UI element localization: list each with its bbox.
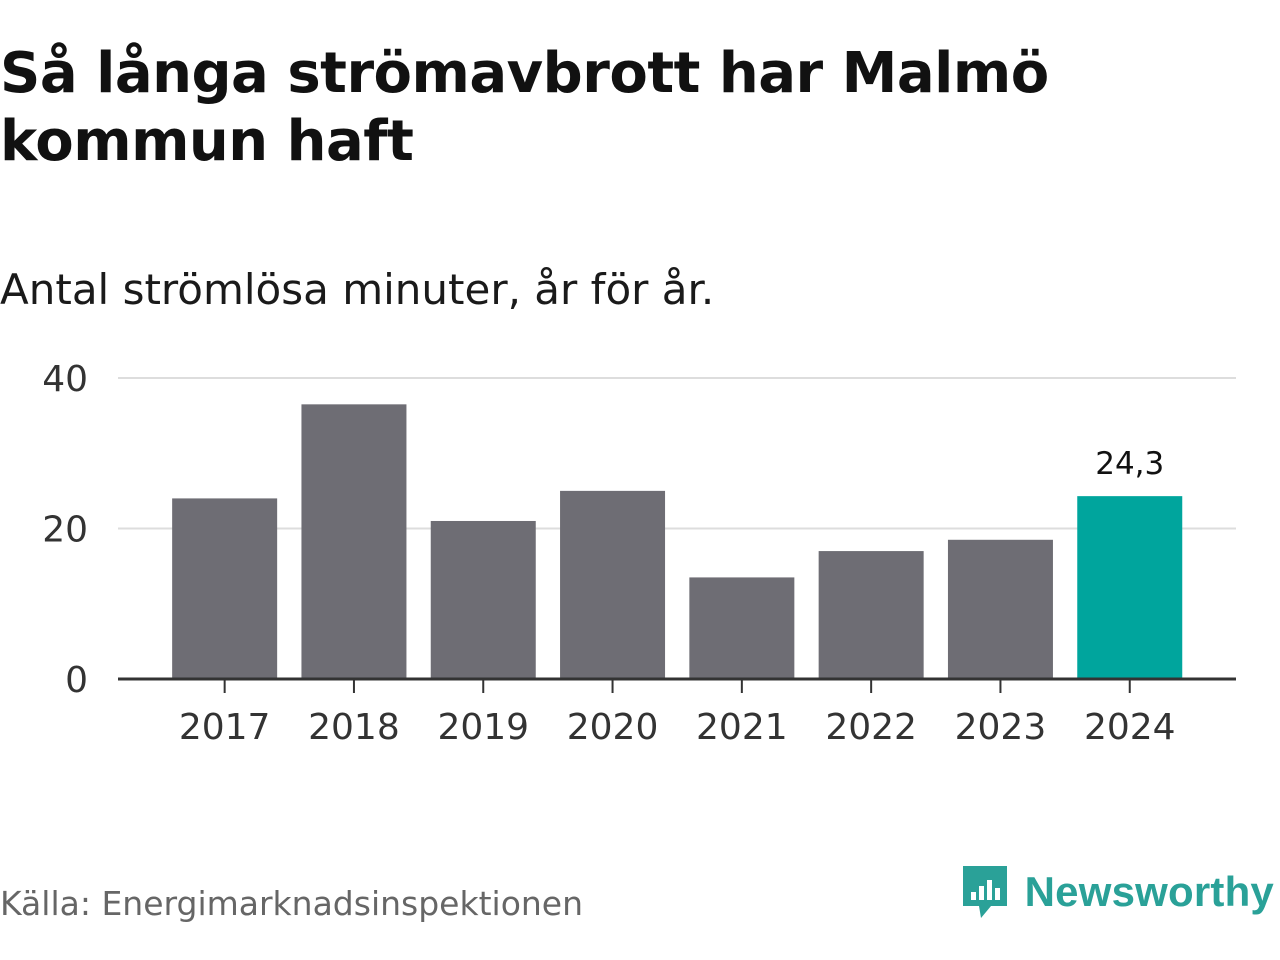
bar [560, 490, 666, 679]
x-tick-label: 2017 [179, 707, 271, 748]
y-tick-label: 40 [42, 359, 88, 400]
chart-subtitle: Antal strömlösa minuter, år för år. [0, 265, 715, 314]
x-tick-label: 2020 [567, 707, 659, 748]
y-tick-label: 0 [65, 660, 88, 701]
bar [947, 539, 1053, 679]
bar [430, 520, 536, 679]
x-tick-label: 2023 [955, 707, 1047, 748]
bar [689, 577, 795, 679]
bar-chart: 0 20 40 2017 2018 2019 2020 2021 2022 2023 2024 24,… [42, 359, 1236, 748]
brand: Newsworthy [959, 862, 1274, 922]
data-label: 24,3 [1095, 446, 1164, 482]
chart-title: Så långa strömavbrott har Malmö kommun h… [0, 41, 1049, 174]
bar [818, 551, 924, 679]
source-note: Källa: Energimarknadsinspektionen [0, 884, 584, 923]
x-tick-label: 2022 [825, 707, 917, 748]
y-tick-label: 20 [42, 510, 88, 551]
x-tick-label: 2021 [696, 707, 788, 748]
newsworthy-logo-icon [962, 866, 1007, 918]
bar [1077, 496, 1183, 679]
x-tick-label: 2024 [1084, 707, 1176, 748]
x-tick-label: 2019 [437, 707, 529, 748]
bar [172, 498, 278, 679]
brand-name: Newsworthy [1024, 868, 1274, 915]
x-tick-label: 2018 [308, 707, 400, 748]
bar [301, 404, 407, 679]
